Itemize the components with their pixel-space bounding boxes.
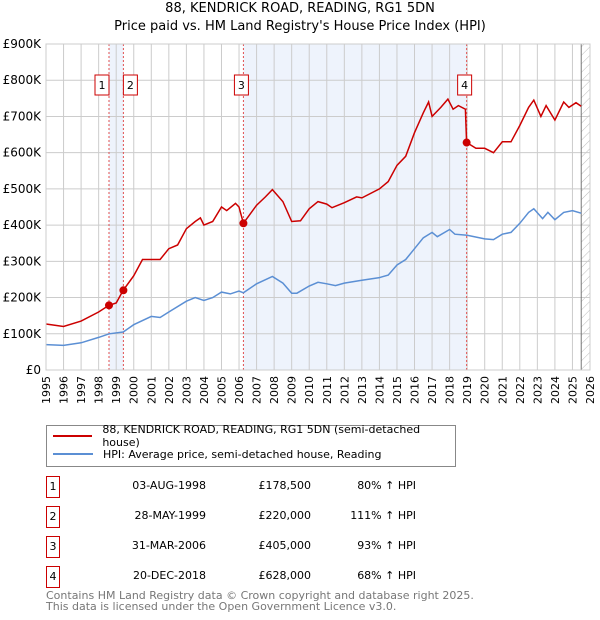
sale-date: 31-MAR-2006 xyxy=(131,539,206,552)
x-tick-label: 2009 xyxy=(286,376,299,404)
sale-point xyxy=(239,219,248,228)
x-tick-label: 2017 xyxy=(426,376,439,404)
sale-price: £628,000 xyxy=(258,569,312,582)
x-tick-label: 2023 xyxy=(531,376,544,404)
forecast-hatch xyxy=(581,44,590,370)
y-tick-label: £200K xyxy=(3,291,43,305)
x-tick-label: 2014 xyxy=(373,376,386,404)
x-tick-label: 2026 xyxy=(584,376,597,404)
sale-point xyxy=(104,301,113,310)
x-tick-label: 2019 xyxy=(461,376,474,404)
legend: 88, KENDRICK ROAD, READING, RG1 5DN (sem… xyxy=(46,423,456,467)
sale-hpi-diff: 93% ↑ HPI xyxy=(357,539,416,552)
legend-item-hpi: HPI: Average price, semi-detached house,… xyxy=(53,446,382,462)
x-tick-label: 2000 xyxy=(128,376,141,404)
sale-point xyxy=(119,286,128,295)
x-tick-label: 2020 xyxy=(479,376,492,404)
chart-subtitle: Price paid vs. HM Land Registry's House … xyxy=(114,19,486,34)
legend-label: HPI: Average price, semi-detached house,… xyxy=(103,447,382,461)
x-tick-label: 2021 xyxy=(496,376,509,404)
sale-price: £220,000 xyxy=(258,509,312,522)
sale-label: 3 xyxy=(238,79,245,92)
x-tick-label: 1998 xyxy=(93,376,106,404)
footer-line-1: Contains HM Land Registry data © Crown c… xyxy=(46,589,474,602)
sale-row: 4 20-DEC-2018 £628,000 68% ↑ HPI xyxy=(46,566,446,588)
legend-item-property: 88, KENDRICK ROAD, READING, RG1 5DN (sem… xyxy=(53,423,455,449)
sale-row: 2 28-MAY-1999 £220,000 111% ↑ HPI xyxy=(46,506,446,528)
footer-line-2: This data is licensed under the Open Gov… xyxy=(46,600,397,613)
x-tick-label: 1995 xyxy=(40,376,53,404)
sale-date: 28-MAY-1999 xyxy=(134,509,206,522)
y-tick-label: £800K xyxy=(3,73,43,87)
x-tick-label: 2005 xyxy=(215,376,228,404)
x-tick-label: 2008 xyxy=(268,376,281,404)
sale-row: 1 03-AUG-1998 £178,500 80% ↑ HPI xyxy=(46,476,446,498)
y-tick-label: £700K xyxy=(3,109,43,123)
x-tick-label: 2022 xyxy=(514,376,527,404)
sale-row: 3 31-MAR-2006 £405,000 93% ↑ HPI xyxy=(46,536,446,558)
x-tick-label: 2002 xyxy=(163,376,176,404)
sale-date: 20-DEC-2018 xyxy=(132,569,206,582)
x-tick-label: 2013 xyxy=(356,376,369,404)
x-tick-label: 2015 xyxy=(391,376,404,404)
sale-number: 4 xyxy=(46,566,60,588)
x-tick-label: 2024 xyxy=(549,376,562,404)
sale-label: 2 xyxy=(127,79,134,92)
chart-title: 88, KENDRICK ROAD, READING, RG1 5DN xyxy=(165,1,435,16)
x-tick-label: 2010 xyxy=(303,376,316,404)
sale-label-box xyxy=(122,74,138,96)
shade-region xyxy=(243,44,467,370)
y-tick-label: £100K xyxy=(3,327,43,341)
x-tick-label: 2011 xyxy=(321,376,334,404)
hpi-line xyxy=(45,207,582,347)
y-tick-label: £300K xyxy=(3,254,43,268)
sale-hpi-diff: 111% ↑ HPI xyxy=(350,509,416,522)
sale-price: £178,500 xyxy=(258,479,312,492)
sale-hpi-diff: 68% ↑ HPI xyxy=(357,569,416,582)
sale-label-box xyxy=(457,74,473,96)
x-tick-label: 1997 xyxy=(75,376,88,404)
sale-number: 2 xyxy=(46,506,60,528)
plot-border xyxy=(45,43,591,371)
sale-label: 1 xyxy=(98,79,105,92)
x-tick-label: 2006 xyxy=(233,376,246,404)
plot-area: 1995 1996 1997 1998 1999 2000 2001 2002 2003 2004… xyxy=(3,37,597,404)
sale-hpi-diff: 80% ↑ HPI xyxy=(357,479,416,492)
x-tick-label: 1996 xyxy=(58,376,71,404)
x-tick-label: 1999 xyxy=(110,376,123,404)
sale-number: 1 xyxy=(46,476,60,498)
price-paid-line xyxy=(45,97,582,328)
y-tick-label: £0 xyxy=(26,363,41,377)
sale-label-box xyxy=(94,74,110,96)
sale-date: 03-AUG-1998 xyxy=(132,479,206,492)
sale-label-box xyxy=(233,74,249,96)
sale-price: £405,000 xyxy=(258,539,312,552)
y-tick-label: £900K xyxy=(3,37,43,51)
legend-swatch-red xyxy=(53,435,93,437)
x-tick-label: 2007 xyxy=(251,376,264,404)
sale-number: 3 xyxy=(46,536,60,558)
sale-point xyxy=(462,138,471,147)
x-tick-label: 2016 xyxy=(409,376,422,404)
x-tick-label: 2012 xyxy=(338,376,351,404)
legend-swatch-blue xyxy=(53,453,93,455)
legend-label: 88, KENDRICK ROAD, READING, RG1 5DN (sem… xyxy=(102,423,421,449)
x-tick-label: 2018 xyxy=(444,376,457,404)
sale-label: 4 xyxy=(461,79,468,92)
y-tick-label: £500K xyxy=(3,182,43,196)
x-tick-label: 2003 xyxy=(180,376,193,404)
y-tick-label: £600K xyxy=(3,146,43,160)
x-tick-label: 2001 xyxy=(145,376,158,404)
x-tick-label: 2025 xyxy=(566,376,579,404)
x-tick-label: 2004 xyxy=(198,376,211,404)
y-tick-label: £400K xyxy=(3,218,43,232)
